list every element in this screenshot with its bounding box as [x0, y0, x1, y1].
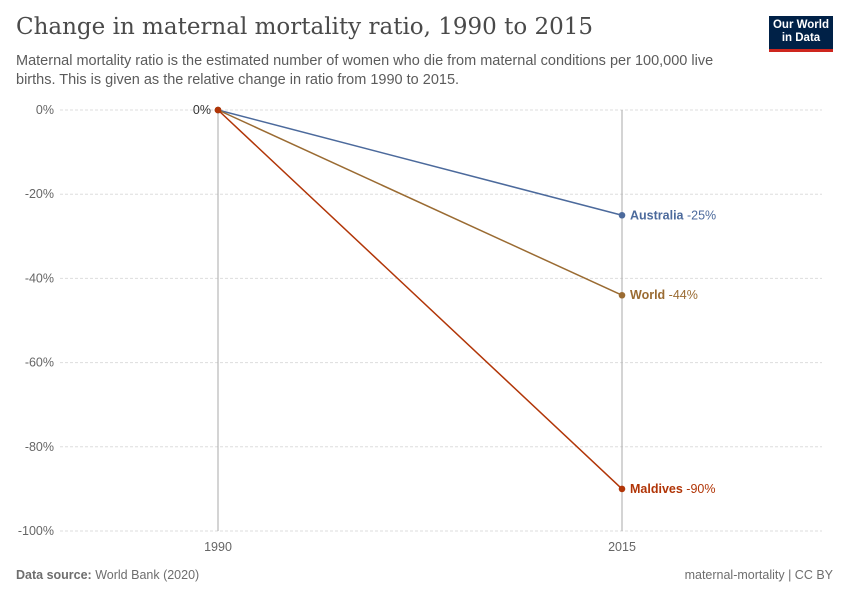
series-end-value: -90%	[683, 482, 716, 496]
series-line-world	[217, 109, 623, 296]
series-line-maldives	[217, 109, 623, 490]
y-tick-label: -20%	[25, 187, 54, 201]
series-name[interactable]: Australia	[630, 208, 685, 222]
data-source: Data source: World Bank (2020)	[16, 568, 199, 582]
series-name[interactable]: World	[630, 288, 665, 302]
y-tick-label: 0%	[36, 103, 54, 117]
series-point-end	[618, 211, 626, 219]
y-tick-label: -100%	[18, 524, 54, 538]
source-text[interactable]: World Bank (2020)	[95, 568, 200, 582]
series-point-end	[618, 291, 626, 299]
x-tick-label: 2015	[608, 540, 636, 554]
y-tick-label: -40%	[25, 271, 54, 285]
owid-logo[interactable]: Our World in Data	[769, 16, 833, 52]
series-line-australia	[217, 109, 623, 216]
start-value-label: 0%	[193, 103, 211, 117]
series-end-value: -44%	[665, 288, 698, 302]
series-label-australia: Australia -25%	[630, 208, 716, 222]
chart-title: Change in maternal mortality ratio, 1990…	[16, 14, 594, 40]
logo-line2: in Data	[781, 32, 821, 44]
logo-line1: Our World	[772, 19, 829, 31]
series-point-end	[618, 485, 626, 493]
footer-slug-license[interactable]: maternal-mortality | CC BY	[684, 568, 833, 582]
series-name[interactable]: Maldives	[630, 482, 683, 496]
chart-subtitle: Maternal mortality ratio is the estimate…	[16, 53, 714, 88]
series-end-value: -25%	[684, 208, 717, 222]
source-label: Data source:	[16, 568, 92, 582]
series-label-world: World -44%	[630, 288, 698, 302]
series-label-maldives: Maldives -90%	[630, 482, 715, 496]
y-tick-label: -60%	[25, 356, 54, 370]
series-point-start	[214, 106, 222, 114]
y-tick-label: -80%	[25, 440, 54, 454]
x-tick-label: 1990	[204, 540, 232, 554]
